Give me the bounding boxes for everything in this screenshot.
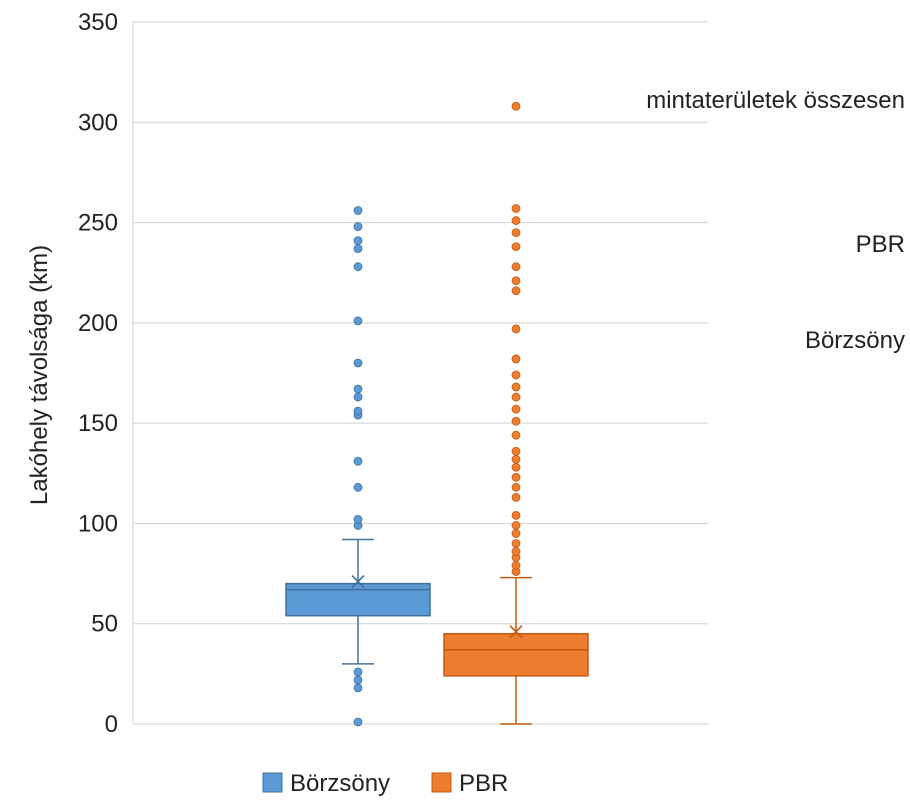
outlier-point <box>511 547 521 556</box>
outlier-point <box>511 370 521 380</box>
y-tick-label: 200 <box>78 310 118 337</box>
mean-marker <box>509 625 523 639</box>
y-tick-label: 350 <box>78 9 118 36</box>
outlier-point <box>511 392 521 402</box>
outlier-point <box>353 406 363 416</box>
outlier-point <box>511 404 521 414</box>
legend-label: Börzsöny <box>290 770 390 797</box>
outlier-point <box>353 206 363 215</box>
outlier-point <box>511 529 521 538</box>
legend-item-pbr: PBR <box>431 770 508 797</box>
side-label-borzsony: Börzsöny <box>805 327 905 354</box>
outlier-point <box>353 244 363 254</box>
y-tick-label: 100 <box>78 510 118 537</box>
outlier-point <box>511 472 521 482</box>
outlier-point <box>353 482 363 492</box>
legend-swatch <box>262 772 283 793</box>
side-label-total: mintaterületek összesen <box>646 87 905 114</box>
outlier-point <box>511 511 521 520</box>
outlier-point <box>511 286 521 296</box>
y-tick-label: 150 <box>78 410 118 437</box>
outlier-point <box>353 392 363 402</box>
legend: Börzsöny PBR <box>262 770 508 797</box>
outlier-point <box>511 324 521 334</box>
outlier-point <box>511 430 521 440</box>
outlier-point <box>511 101 521 111</box>
y-axis-label: Lakóhely távolsága (km) <box>26 245 53 505</box>
outlier-point <box>511 382 521 392</box>
outlier-point <box>511 521 521 530</box>
outlier-point <box>511 539 521 548</box>
outlier-point <box>511 482 521 492</box>
outlier-point <box>511 561 521 570</box>
box-iqr <box>443 632 589 677</box>
side-labels: mintaterületek összesen PBR Börzsöny <box>646 87 905 354</box>
outlier-point <box>511 262 521 272</box>
outlier-point <box>511 446 521 456</box>
outlier-point <box>353 717 363 727</box>
box-pbr <box>443 101 589 725</box>
outlier-point <box>511 462 521 472</box>
outlier-point <box>353 236 363 246</box>
outlier-point <box>353 456 363 466</box>
outlier-point <box>353 384 363 394</box>
outlier-point <box>511 204 521 213</box>
gridlines <box>132 21 708 725</box>
outlier-point <box>353 316 363 326</box>
y-tick-label: 0 <box>105 711 118 738</box>
y-tick-label: 50 <box>91 611 118 638</box>
outlier-point <box>353 675 363 685</box>
y-tick-label: 250 <box>78 210 118 237</box>
outlier-point <box>511 354 521 364</box>
y-axis-ticks: 0 50 100 150 200 250 300 350 <box>78 9 118 738</box>
outlier-point <box>353 667 363 677</box>
outlier-point <box>511 276 521 286</box>
outlier-point <box>353 358 363 368</box>
outlier-point <box>353 222 363 231</box>
box-iqr <box>285 582 431 617</box>
mean-marker <box>351 575 365 589</box>
y-tick-label: 300 <box>78 109 118 136</box>
outlier-point <box>511 454 521 464</box>
outlier-point <box>511 492 521 502</box>
box-borzsony <box>285 206 431 727</box>
outlier-point <box>511 416 521 426</box>
outlier-point <box>511 216 521 225</box>
legend-swatch <box>431 772 452 793</box>
legend-label: PBR <box>459 770 508 797</box>
outlier-point <box>353 515 363 524</box>
outlier-point <box>511 228 521 238</box>
side-label-pbr: PBR <box>856 231 905 258</box>
box-series <box>285 101 589 727</box>
outlier-point <box>511 242 521 252</box>
outlier-point <box>353 262 363 272</box>
outlier-point <box>353 683 363 693</box>
legend-item-borzsony: Börzsöny <box>262 770 390 797</box>
